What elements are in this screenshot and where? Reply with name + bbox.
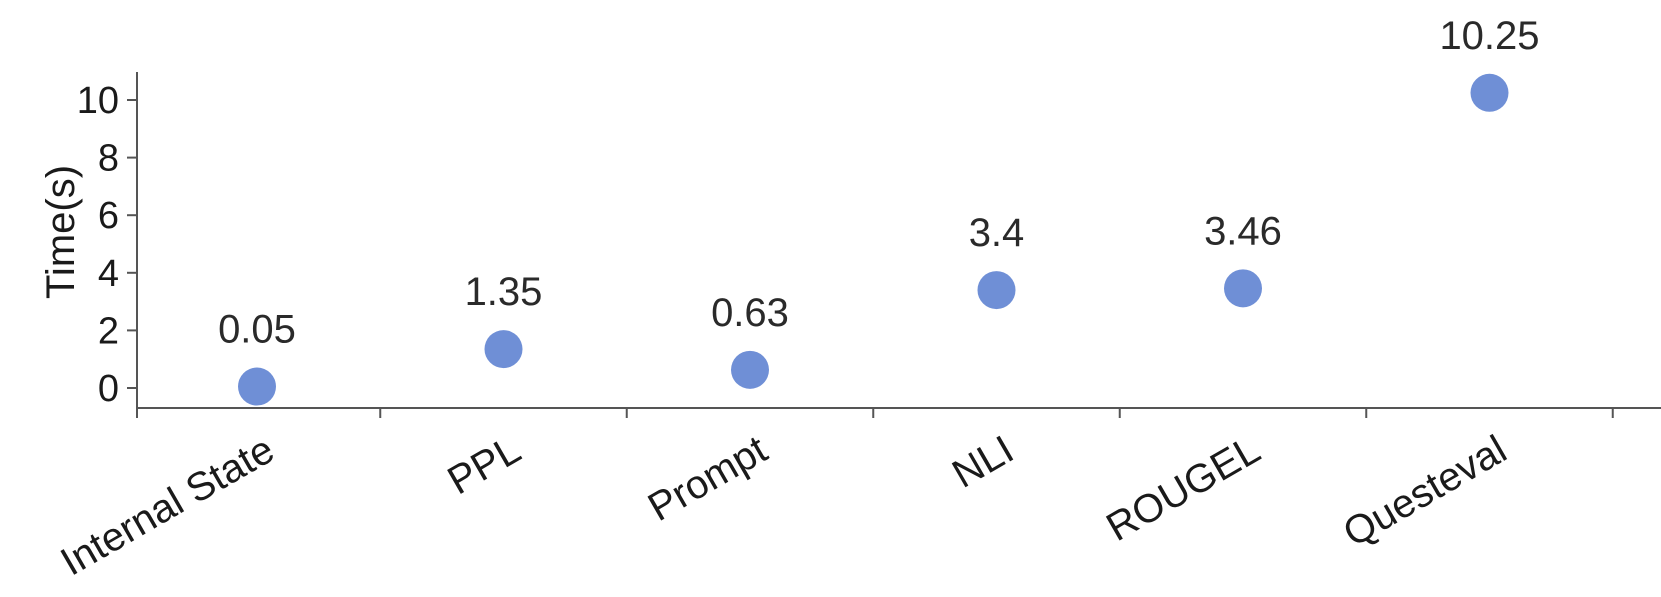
y-tick-label: 10 — [77, 80, 119, 122]
y-tick-label: 8 — [98, 138, 119, 180]
x-tick-label: ROUGEL — [1099, 427, 1267, 550]
x-tick-label: Questeval — [1336, 427, 1514, 555]
data-label: 3.46 — [1204, 209, 1282, 253]
x-ticks: Internal State PPL Prompt NLI ROUGEL Questeva… — [53, 408, 1614, 584]
x-tick-label: Prompt — [641, 427, 775, 530]
data-label: 0.05 — [218, 308, 296, 352]
y-tick-label: 4 — [98, 253, 119, 295]
data-points — [238, 73, 1509, 406]
data-point — [238, 367, 276, 406]
data-point — [1470, 73, 1509, 112]
data-point — [731, 350, 769, 389]
y-tick-label: 0 — [98, 368, 119, 410]
x-tick-label: PPL — [441, 427, 528, 503]
y-tick-label: 2 — [98, 310, 119, 352]
data-label: 10.25 — [1439, 14, 1539, 58]
data-label: 0.63 — [711, 291, 789, 335]
y-axis-title: Time(s) — [39, 165, 83, 299]
data-point — [1224, 269, 1262, 308]
x-tick-label: Internal State — [53, 427, 281, 584]
x-tick-label: NLI — [945, 427, 1021, 496]
data-point — [977, 271, 1016, 310]
data-labels: 0.05 1.35 0.63 3.4 3.46 10.25 — [218, 14, 1539, 352]
y-tick-label: 6 — [98, 195, 119, 237]
data-label: 3.4 — [969, 211, 1025, 255]
data-label: 1.35 — [465, 270, 543, 314]
y-ticks: 0 2 4 6 8 10 — [77, 80, 137, 410]
data-point — [484, 330, 523, 369]
